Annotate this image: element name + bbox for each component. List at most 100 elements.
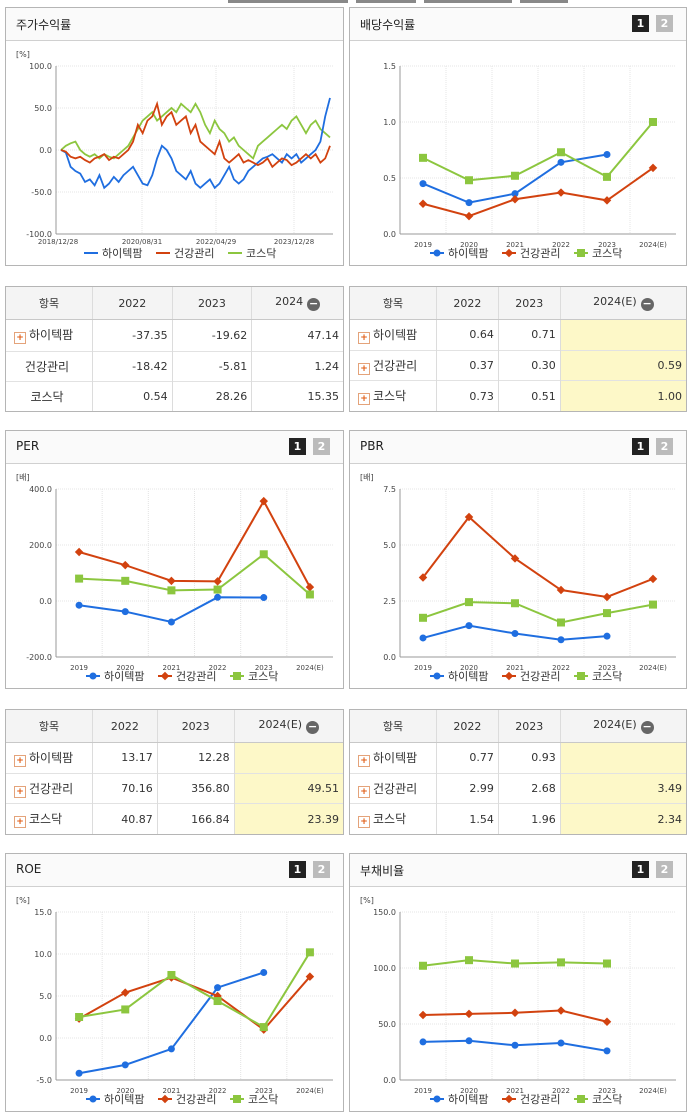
data-point — [602, 592, 612, 602]
expand-icon[interactable]: + — [358, 816, 370, 829]
y-unit-label: [배] — [360, 473, 374, 482]
page-2-button[interactable]: 2 — [656, 861, 673, 878]
data-point — [305, 590, 314, 599]
data-point — [75, 1013, 84, 1021]
table-cell: 166.84 — [156, 803, 235, 834]
series-line-1 — [78, 971, 265, 1075]
page-1-button[interactable]: 1 — [632, 438, 649, 455]
table-header: 항목 — [6, 710, 93, 743]
legend-marker — [160, 1094, 170, 1104]
table-cell: 40.87 — [92, 803, 158, 834]
row-name: + 코스닥 — [350, 380, 437, 411]
page-1-button[interactable]: 1 — [632, 861, 649, 878]
y-unit-label: [%] — [360, 896, 374, 905]
x-tick-label: 2024(E) — [296, 1087, 324, 1095]
data-point — [465, 622, 473, 630]
legend-marker — [89, 672, 97, 680]
expand-icon[interactable]: + — [14, 754, 26, 767]
data-point — [602, 1017, 612, 1027]
expand-icon[interactable]: + — [358, 785, 370, 798]
expand-icon[interactable]: + — [358, 754, 370, 767]
legend-label: 코스닥 — [248, 1093, 278, 1106]
table-cell: 2.68 — [497, 772, 561, 804]
legend-label: 하이텍팜 — [448, 246, 488, 260]
x-tick-label: 2021 — [163, 1087, 181, 1095]
legend-marker — [233, 672, 241, 680]
legend-marker — [577, 1095, 585, 1103]
data-point — [121, 576, 130, 585]
data-point — [464, 211, 474, 221]
data-point — [213, 997, 222, 1006]
data-point — [213, 585, 222, 594]
x-tick-label: 2021 — [506, 664, 524, 672]
collapse-icon[interactable]: − — [640, 720, 654, 734]
table-cell: 2.34 — [559, 803, 686, 834]
expand-icon[interactable]: + — [358, 393, 370, 406]
data-point — [259, 1023, 268, 1032]
expand-icon[interactable]: + — [358, 331, 370, 344]
x-tick-label: 2019 — [414, 241, 432, 249]
table-row: 코스닥 0.54 28.26 15.35 — [6, 380, 343, 411]
y-tick-label: 7.5 — [383, 485, 396, 494]
page-1-button[interactable]: 1 — [289, 438, 306, 455]
legend-marker — [504, 671, 514, 681]
table-row: + 하이텍팜 13.17 12.28 — [6, 742, 343, 774]
series-line-3 — [422, 121, 654, 182]
y-tick-label: 15.0 — [34, 908, 52, 917]
panel-title: PBR — [360, 439, 384, 453]
data-point — [649, 600, 657, 609]
data-point — [167, 618, 175, 626]
data-point — [556, 1006, 566, 1015]
table-cell — [559, 319, 686, 351]
data-point — [464, 1009, 474, 1019]
legend-marker — [160, 671, 170, 681]
data-point — [167, 586, 176, 595]
legend-label: 하이텍팜 — [448, 669, 488, 683]
row-name: + 건강관리 — [350, 349, 437, 381]
collapse-icon[interactable]: − — [307, 297, 321, 311]
data-point — [648, 574, 658, 584]
data-point — [603, 1047, 611, 1055]
page-2-button[interactable]: 2 — [656, 438, 673, 455]
row-name: + 코스닥 — [350, 803, 437, 834]
table-header: 2024(E) − — [559, 710, 686, 743]
page-1-button[interactable]: 1 — [632, 15, 649, 32]
row-name: + 하이텍팜 — [6, 319, 93, 352]
table-header: 2023 — [497, 287, 561, 320]
dividend-table: 항목 2022 2023 2024(E) − + 하이텍팜 0.64 0.71 + 건강관리 0.37… — [349, 286, 687, 412]
legend-label: 건강관리 — [176, 1093, 216, 1106]
table-header: 2023 — [497, 710, 561, 743]
y-tick-label: 1.5 — [383, 62, 396, 71]
y-tick-label: 150.0 — [373, 908, 396, 917]
legend-marker — [89, 1095, 97, 1103]
expand-icon[interactable]: + — [14, 785, 26, 798]
table-header: 2024(E) − — [559, 287, 686, 320]
table-row: + 하이텍팜 -37.35 -19.62 47.14 — [6, 319, 343, 352]
x-tick-label: 2022 — [552, 1087, 570, 1095]
table-cell: 0.37 — [436, 349, 499, 381]
page-2-button[interactable]: 2 — [656, 15, 673, 32]
table-cell: -5.81 — [171, 350, 252, 382]
expand-icon[interactable]: + — [14, 332, 26, 345]
x-tick-label: 2020 — [116, 664, 134, 672]
collapse-icon[interactable]: − — [640, 297, 654, 311]
x-tick-label: 2020 — [460, 1087, 478, 1095]
x-tick-label: 2019 — [70, 664, 88, 672]
data-point — [214, 593, 222, 601]
expand-icon[interactable]: + — [14, 816, 26, 829]
collapse-icon[interactable]: − — [306, 720, 320, 734]
data-point — [419, 153, 427, 162]
table-row: + 코스닥 40.87 166.84 23.39 — [6, 803, 343, 834]
page-2-button[interactable]: 2 — [313, 861, 330, 878]
data-point — [121, 560, 130, 570]
expand-icon[interactable]: + — [358, 362, 370, 375]
page-2-button[interactable]: 2 — [313, 438, 330, 455]
table-cell: 0.71 — [497, 319, 561, 351]
data-point — [121, 988, 130, 997]
series-line-2 — [78, 499, 311, 588]
stock-return-table: 항목 2022 2023 2024− + 하이텍팜 -37.35 -19.62 47.14 건강관… — [5, 286, 344, 412]
data-point — [557, 148, 565, 157]
debt-ratio-panel: 부채비율 1 2 [%] 150.0 100.0 50.0 0.0 2019 2020 202… — [349, 853, 687, 1112]
page-1-button[interactable]: 1 — [289, 861, 306, 878]
x-tick-label: 2023 — [598, 241, 616, 249]
